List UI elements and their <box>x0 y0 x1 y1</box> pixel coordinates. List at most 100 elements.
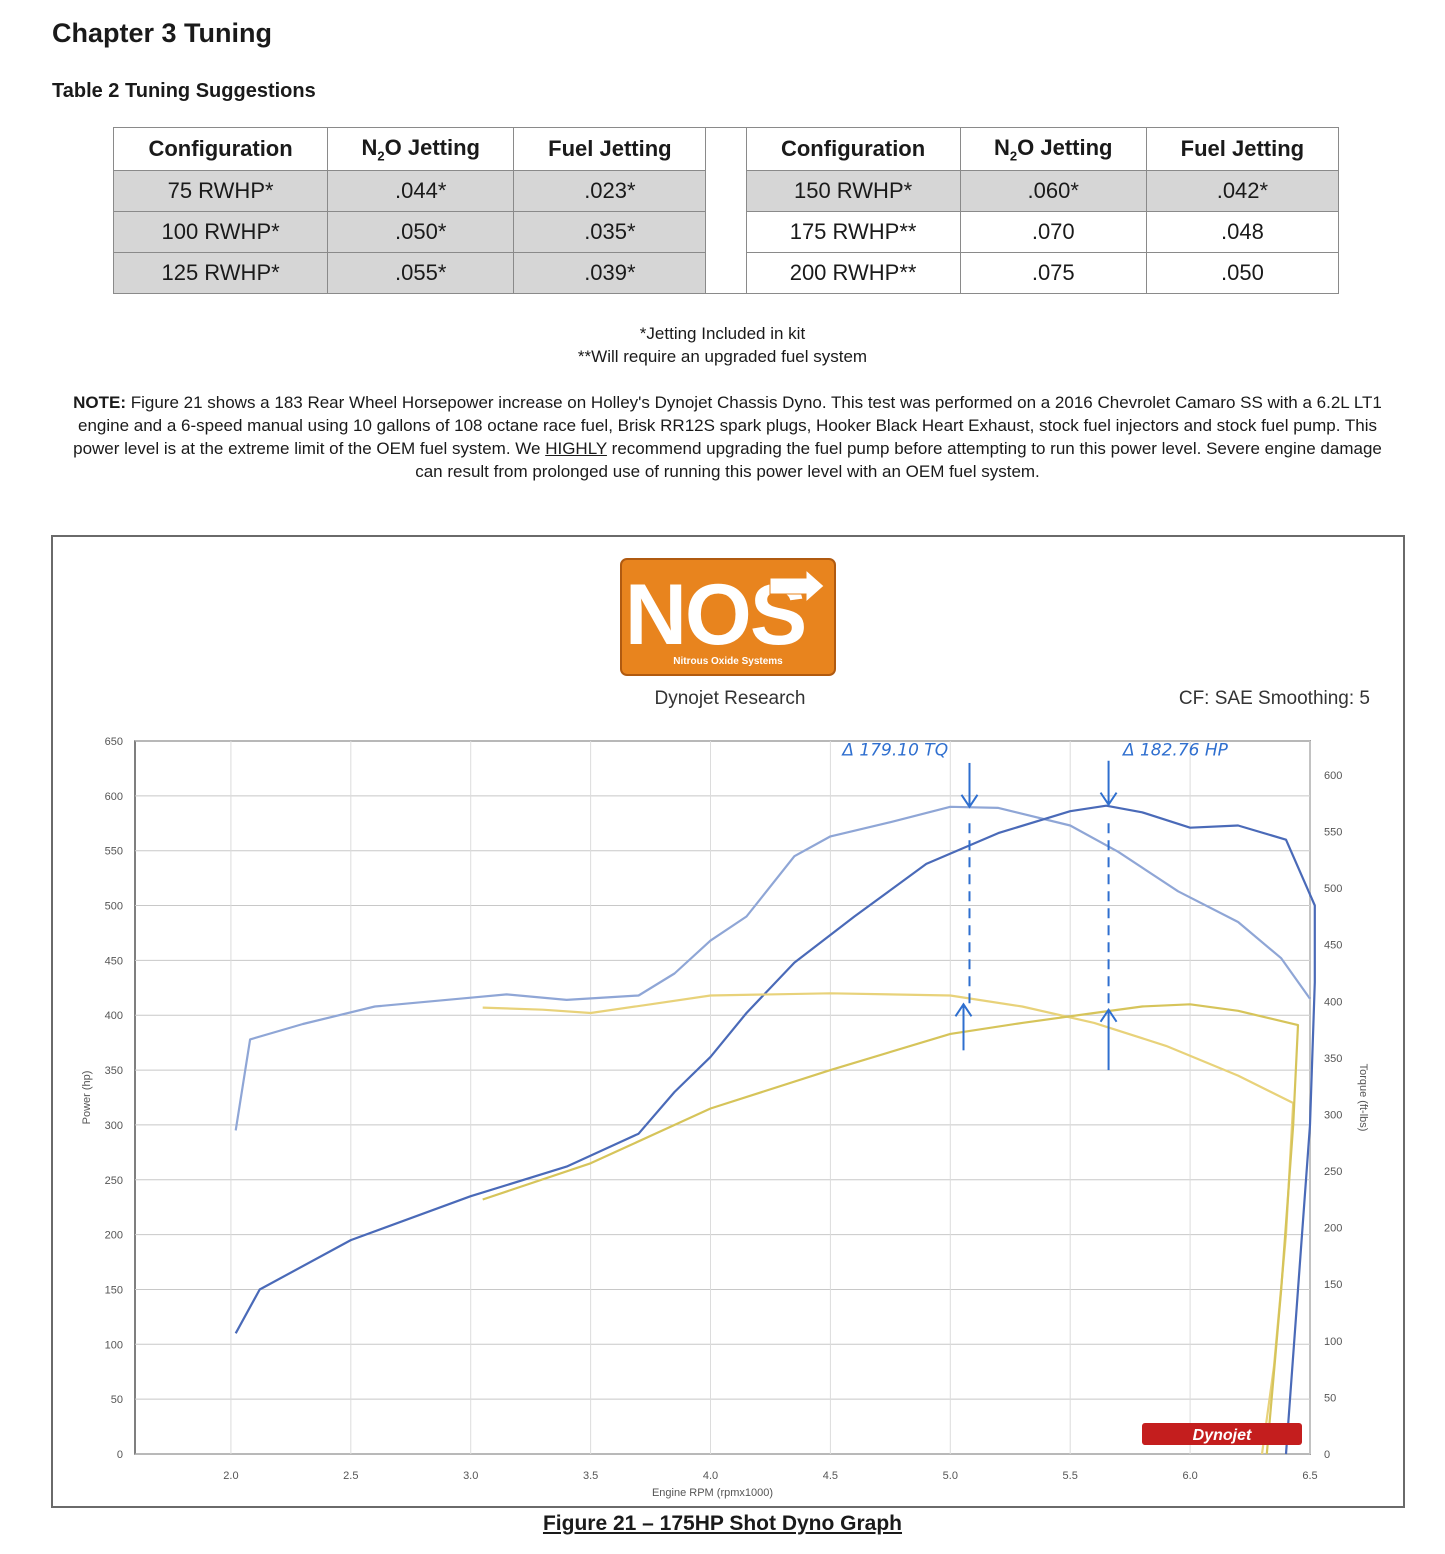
annotation-torque-delta: Δ 179.10 TQ <box>840 740 948 760</box>
table-row: 125 RWHP* .055* .039* 200 RWHP** .075 .0… <box>112 252 1340 294</box>
y-tick-label-left: 550 <box>105 846 123 858</box>
cell-n2o: .075 <box>959 252 1147 294</box>
table-row: 75 RWHP* .044* .023* 150 RWHP* .060* .04… <box>112 170 1340 212</box>
header-n2o-jetting: N2O Jetting <box>959 127 1147 171</box>
cell-fuel: .035* <box>513 211 707 253</box>
y-axis-label-right: Torque (ft-lbs) <box>1357 1064 1369 1132</box>
cell-fuel: .048 <box>1145 211 1340 253</box>
footnote-kit: *Jetting Included in kit <box>639 324 806 343</box>
x-tick-label: 3.5 <box>583 1470 598 1482</box>
annotation-power-delta: Δ 182.76 HP <box>1121 740 1229 760</box>
y-tick-label-left: 100 <box>105 1339 123 1351</box>
y-tick-label-right: 200 <box>1324 1223 1342 1235</box>
plot-area <box>134 740 1311 1455</box>
y-tick-label-right: 150 <box>1324 1279 1342 1291</box>
dynojet-watermark-badge <box>1142 1423 1302 1445</box>
y-tick-label-left: 150 <box>105 1284 123 1296</box>
annotation-down-arrow-head <box>960 794 979 809</box>
header-n2o-jetting: N2O Jetting <box>327 127 515 171</box>
svg-text:Nitrous Oxide Systems: Nitrous Oxide Systems <box>673 656 783 667</box>
table-gap <box>705 127 747 171</box>
table-gap <box>705 252 747 294</box>
tuning-table: Configuration N2O Jetting Fuel Jetting C… <box>112 127 1340 294</box>
table-title: Table 2 Tuning Suggestions <box>52 80 316 102</box>
series-line <box>482 1003 1300 1455</box>
cell-config: 125 RWHP* <box>112 252 329 294</box>
annotation-up-arrow-head <box>1099 1007 1118 1023</box>
cell-config: 100 RWHP* <box>112 211 329 253</box>
x-tick-label: 5.0 <box>943 1470 958 1482</box>
series-line <box>234 804 1316 1455</box>
x-tick-label: 5.5 <box>1063 1470 1078 1482</box>
y-tick-label-right: 400 <box>1324 996 1342 1008</box>
x-tick-label: 2.5 <box>343 1470 358 1482</box>
y-tick-label-left: 600 <box>105 791 123 803</box>
table-gap <box>705 211 747 253</box>
y-tick-label-right: 100 <box>1324 1336 1342 1348</box>
cell-config: 150 RWHP* <box>745 170 961 212</box>
cell-n2o: .055* <box>327 252 515 294</box>
x-tick-label: 4.0 <box>703 1470 718 1482</box>
note-label: NOTE: <box>73 393 126 412</box>
cell-config: 175 RWHP** <box>745 211 961 253</box>
x-tick-label: 4.5 <box>823 1470 838 1482</box>
note-text-end: recommend upgrading the fuel pump before… <box>415 439 1382 481</box>
header-fuel-jetting: Fuel Jetting <box>1145 127 1340 171</box>
x-tick-label: 6.0 <box>1182 1470 1197 1482</box>
figure-caption: Figure 21 – 175HP Shot Dyno Graph <box>542 1512 903 1535</box>
y-tick-label-right: 350 <box>1324 1053 1342 1065</box>
chart-subtitle: Dynojet Research <box>654 688 806 709</box>
header-fuel-jetting: Fuel Jetting <box>513 127 707 171</box>
dynojet-watermark: Dynojet <box>1193 1427 1252 1444</box>
y-tick-label-left: 350 <box>105 1065 123 1077</box>
cell-n2o: .070 <box>959 211 1147 253</box>
chart-settings: CF: SAE Smoothing: 5 <box>1178 688 1370 709</box>
y-tick-label-left: 0 <box>117 1449 123 1461</box>
table-gap <box>705 170 747 212</box>
y-tick-label-right: 550 <box>1324 827 1342 839</box>
y-tick-label-right: 600 <box>1324 770 1342 782</box>
y-tick-label-right: 500 <box>1324 883 1342 895</box>
y-axis-label-left: Power (hp) <box>81 1071 93 1125</box>
note-text: Figure 21 shows a 183 Rear Wheel Horsepo… <box>73 393 1382 458</box>
series-line <box>234 805 1311 1131</box>
y-tick-label-left: 250 <box>105 1175 123 1187</box>
y-tick-label-right: 300 <box>1324 1109 1342 1121</box>
dyno-chart: 0 50 100 150 200 250 300 350 400 450 500 550 600 650 0… <box>81 736 1369 1499</box>
nos-logo: NOS Nitrous Oxide Systems <box>620 558 836 676</box>
y-tick-label-right: 450 <box>1324 940 1342 952</box>
y-tick-label-left: 300 <box>105 1120 123 1132</box>
table-header-row: Configuration N2O Jetting Fuel Jetting C… <box>112 127 1340 171</box>
table-row: 100 RWHP* .050* .035* 175 RWHP** .070 .0… <box>112 211 1340 253</box>
x-tick-label: 2.0 <box>223 1470 238 1482</box>
cell-n2o: .050* <box>327 211 515 253</box>
x-axis-label: Engine RPM (rpmx1000) <box>652 1487 773 1499</box>
table-footnotes: *Jetting Included in kit **Will require … <box>0 322 1445 368</box>
cell-fuel: .050 <box>1145 252 1340 294</box>
y-tick-label-right: 0 <box>1324 1449 1330 1461</box>
footnote-fuel-system: **Will require an upgraded fuel system <box>577 347 868 366</box>
figure-frame <box>51 535 1405 1508</box>
annotation-up-arrow-head <box>954 1002 973 1017</box>
annotation-down-arrow-head <box>1099 792 1118 807</box>
y-tick-label-left: 650 <box>105 736 123 748</box>
cell-fuel: .023* <box>513 170 707 212</box>
cell-fuel: .042* <box>1145 170 1340 212</box>
cell-config: 200 RWHP** <box>745 252 961 294</box>
cell-n2o: .044* <box>327 170 515 212</box>
y-tick-label-right: 250 <box>1324 1166 1342 1178</box>
header-configuration: Configuration <box>745 127 961 171</box>
cell-config: 75 RWHP* <box>112 170 329 212</box>
y-tick-label-left: 200 <box>105 1230 123 1242</box>
y-tick-label-left: 400 <box>105 1010 123 1022</box>
cell-fuel: .039* <box>513 252 707 294</box>
y-tick-label-left: 500 <box>105 901 123 913</box>
note-paragraph: NOTE: Figure 21 shows a 183 Rear Wheel H… <box>60 391 1395 483</box>
y-tick-label-left: 450 <box>105 955 123 967</box>
cell-n2o: .060* <box>959 170 1147 212</box>
x-tick-label: 6.5 <box>1302 1470 1317 1482</box>
x-tick-label: 3.0 <box>463 1470 478 1482</box>
y-tick-label-right: 50 <box>1324 1392 1336 1404</box>
y-tick-label-left: 50 <box>111 1394 123 1406</box>
note-emphasis: HIGHLY <box>545 439 607 458</box>
